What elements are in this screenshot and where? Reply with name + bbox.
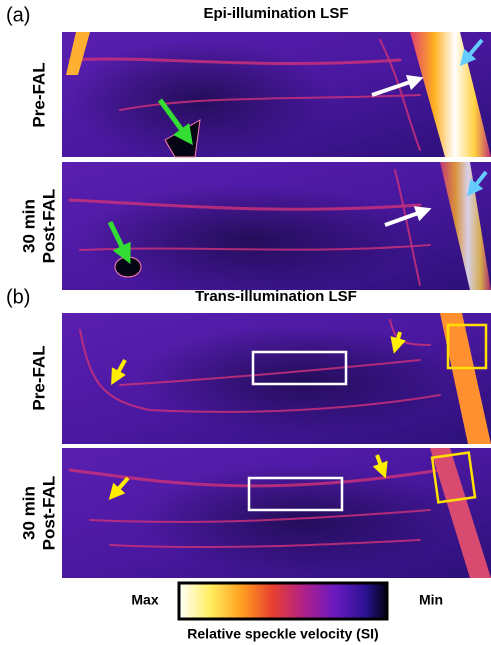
row-label: Post-FAL bbox=[39, 476, 58, 551]
panel-title: Trans-illumination LSF bbox=[195, 288, 357, 305]
row-label: 30 min bbox=[19, 486, 38, 540]
colorbar bbox=[179, 583, 387, 619]
row-label: 30 min bbox=[19, 199, 38, 253]
colorbar-max-label: Max bbox=[131, 592, 158, 608]
image bbox=[62, 162, 491, 295]
panel-label: (b) bbox=[6, 286, 30, 308]
figure: (a) Epi-illumination LSF (b) Trans-illum… bbox=[0, 0, 491, 645]
row-label: Pre-FAL bbox=[29, 62, 48, 127]
panel-title: Epi-illumination LSF bbox=[204, 5, 349, 22]
colorbar-min-label: Min bbox=[419, 592, 443, 608]
row-label: Post-FAL bbox=[39, 189, 58, 264]
panel-label: (a) bbox=[6, 4, 30, 26]
colorbar-caption: Relative speckle velocity (SI) bbox=[187, 626, 378, 642]
image bbox=[62, 32, 491, 160]
image bbox=[62, 448, 491, 578]
image bbox=[62, 313, 491, 444]
row-label: Pre-FAL bbox=[29, 345, 48, 410]
